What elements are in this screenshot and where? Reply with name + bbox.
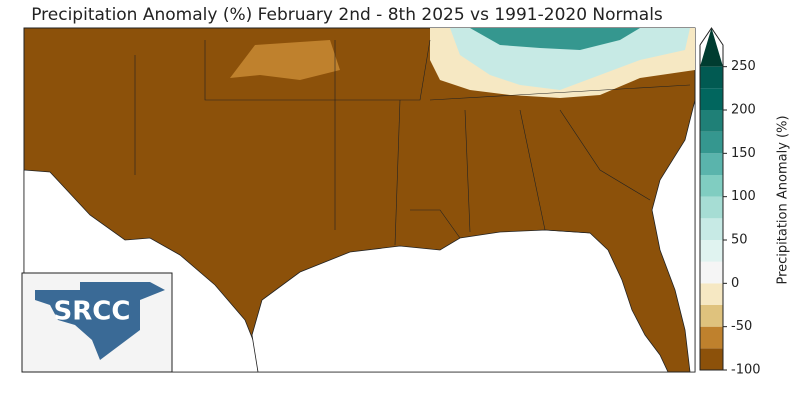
gulf: [251, 229, 669, 373]
colorbar-band: [700, 110, 723, 132]
wet-area: [470, 28, 640, 50]
colorbar-band: [700, 261, 723, 284]
colorbar-tick-label: 150: [731, 146, 756, 161]
colorbar-frame: [699, 27, 724, 371]
colorbar-tick-label: 100: [731, 189, 756, 204]
logo-text: SRCC: [54, 297, 131, 327]
colorbar-band: [700, 175, 723, 197]
colorbar-band: [700, 240, 723, 262]
colorbar-band: [700, 153, 723, 175]
title: Precipitation Anomaly (%) February 2nd -…: [31, 5, 663, 25]
dry-area: [230, 40, 340, 80]
borders: [134, 39, 691, 246]
colorbar-tick-label: 200: [731, 103, 756, 118]
colorbar-band: [700, 326, 723, 349]
colorbar-band: [700, 283, 723, 305]
colorbar-band: [700, 348, 723, 370]
colorbar-band: [700, 196, 723, 219]
atlantic: [651, 99, 696, 373]
colorbar-band: [700, 131, 723, 154]
colorbar-tick-label: -100: [731, 363, 761, 378]
colorbar-band: [700, 66, 723, 89]
logo: SRCC: [21, 272, 173, 373]
colorbar-band: [700, 88, 723, 110]
colorbar-band: [700, 28, 723, 67]
colorbar-band: [700, 305, 723, 327]
colorbar-tick-label: 250: [731, 59, 756, 74]
colorbar-tick-label: -50: [731, 319, 752, 334]
colorbar-tick-label: 50: [731, 233, 748, 248]
colorbar-band: [700, 218, 723, 240]
colorbar: -100 -50 0 50 100 150 200 250: [699, 27, 761, 378]
colorbar-tick-label: 0: [731, 276, 739, 291]
colorbar-label: Precipitation Anomaly (%): [776, 115, 791, 284]
logo-shape: [35, 282, 165, 360]
